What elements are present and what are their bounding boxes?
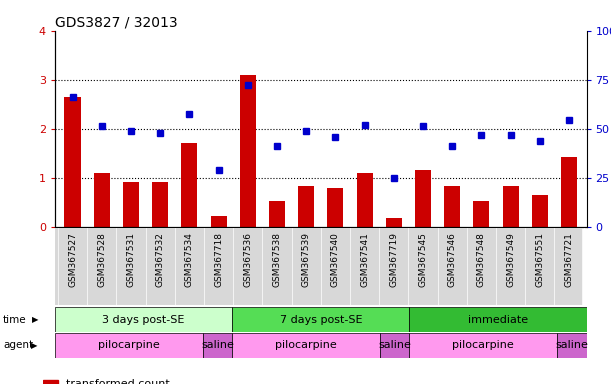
Text: GSM367528: GSM367528 — [97, 232, 106, 287]
Text: GSM367527: GSM367527 — [68, 232, 77, 287]
Text: 7 days post-SE: 7 days post-SE — [279, 314, 362, 325]
Text: GSM367541: GSM367541 — [360, 232, 369, 287]
Text: immediate: immediate — [468, 314, 528, 325]
Text: GSM367546: GSM367546 — [448, 232, 456, 287]
Bar — [474, 201, 489, 227]
Text: GSM367548: GSM367548 — [477, 232, 486, 287]
Bar — [65, 97, 81, 227]
Bar — [503, 186, 519, 227]
Bar — [298, 186, 314, 227]
Bar — [123, 182, 139, 227]
Text: agent: agent — [3, 340, 33, 351]
Text: GSM367721: GSM367721 — [565, 232, 574, 287]
Bar — [444, 186, 460, 227]
Text: pilocarpine: pilocarpine — [452, 340, 514, 351]
Bar — [409, 307, 587, 332]
Text: ▶: ▶ — [31, 341, 38, 350]
Text: saline: saline — [378, 340, 411, 351]
Text: time: time — [3, 314, 27, 325]
Text: GSM367551: GSM367551 — [535, 232, 544, 287]
Text: GSM367536: GSM367536 — [243, 232, 252, 287]
Text: saline: saline — [201, 340, 234, 351]
Text: GSM367549: GSM367549 — [506, 232, 515, 287]
Bar — [93, 173, 110, 227]
Text: GSM367532: GSM367532 — [156, 232, 164, 287]
Text: GSM367540: GSM367540 — [331, 232, 340, 287]
Text: GSM367539: GSM367539 — [302, 232, 310, 287]
Text: GSM367538: GSM367538 — [273, 232, 282, 287]
Text: saline: saline — [555, 340, 588, 351]
Text: GSM367531: GSM367531 — [126, 232, 136, 287]
Bar — [409, 333, 557, 358]
Text: GSM367719: GSM367719 — [389, 232, 398, 287]
Bar — [232, 333, 380, 358]
Bar — [203, 333, 232, 358]
Text: GSM367718: GSM367718 — [214, 232, 223, 287]
Bar — [55, 333, 203, 358]
Bar — [415, 170, 431, 227]
Bar — [561, 157, 577, 227]
Bar — [211, 216, 227, 227]
Bar — [181, 143, 197, 227]
Text: GSM367534: GSM367534 — [185, 232, 194, 287]
Bar — [43, 380, 57, 384]
Bar — [152, 182, 168, 227]
Text: pilocarpine: pilocarpine — [275, 340, 337, 351]
Bar — [386, 218, 402, 227]
Text: ▶: ▶ — [32, 315, 39, 324]
Bar — [532, 195, 548, 227]
Bar — [327, 189, 343, 227]
Bar — [55, 307, 232, 332]
Bar — [357, 173, 373, 227]
Text: 3 days post-SE: 3 days post-SE — [103, 314, 185, 325]
Bar — [232, 307, 409, 332]
Text: GDS3827 / 32013: GDS3827 / 32013 — [55, 15, 178, 29]
Bar — [380, 333, 409, 358]
Text: transformed count: transformed count — [66, 379, 170, 384]
Bar — [269, 201, 285, 227]
Bar — [240, 75, 256, 227]
Text: pilocarpine: pilocarpine — [98, 340, 159, 351]
Text: GSM367545: GSM367545 — [419, 232, 428, 287]
Bar — [557, 333, 587, 358]
